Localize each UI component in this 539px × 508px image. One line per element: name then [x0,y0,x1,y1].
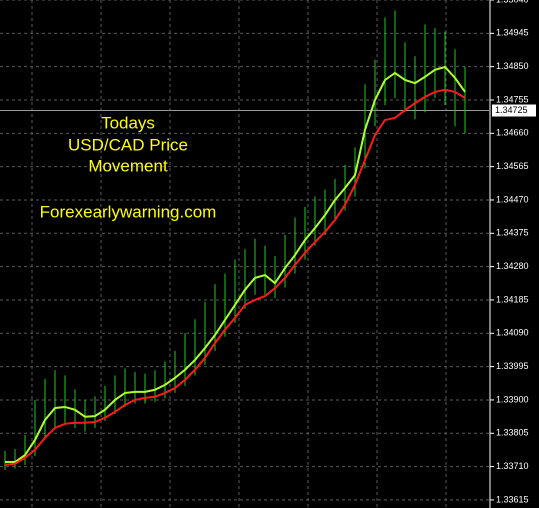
annotation: Forexearlywarning.com [40,202,217,221]
annotation: USD/CAD Price [68,135,188,154]
y-tick-label: 1.34375 [496,228,529,238]
moving-average [4,88,466,466]
y-tick-label: 1.33710 [496,461,529,471]
y-tick-label: 1.34090 [496,328,529,338]
annotation: Todays [101,113,155,132]
y-tick-label: 1.34470 [496,194,529,204]
y-tick-label: 1.34280 [496,261,529,271]
y-tick-label: 1.34850 [496,61,529,71]
y-tick-label: 1.34565 [496,161,529,171]
current-price-label: 1.34725 [495,105,528,115]
y-tick-label: 1.35040 [496,0,529,4]
y-tick-label: 1.34945 [496,28,529,38]
y-tick-label: 1.33805 [496,428,529,438]
y-tick-label: 1.33900 [496,394,529,404]
y-tick-label: 1.33615 [496,494,529,504]
annotation: Movement [88,156,168,175]
current-price-box [492,104,536,117]
y-tick-label: 1.34755 [496,94,529,104]
y-tick-label: 1.34185 [496,294,529,304]
y-tick-label: 1.33995 [496,361,529,371]
y-tick-label: 1.34660 [496,128,529,138]
moving-average [5,65,466,464]
